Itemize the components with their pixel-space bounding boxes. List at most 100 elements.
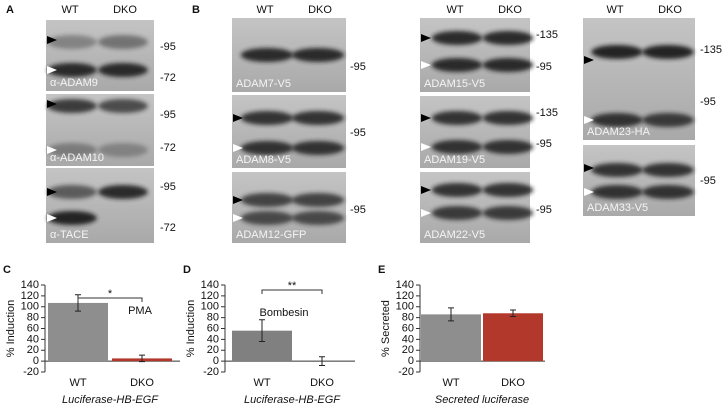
arrowhead: [47, 146, 57, 154]
blot: [46, 168, 154, 243]
mw-marker: -135: [536, 107, 558, 119]
band: [240, 211, 294, 225]
lane-header: DKO: [308, 4, 332, 16]
blot-label: α-TACE: [50, 229, 89, 241]
x-tick-label: WT: [69, 377, 86, 389]
band: [482, 206, 534, 220]
y-tick-label: 20: [207, 344, 219, 356]
lane-header: WT: [61, 4, 78, 16]
annotation: Bombesin: [260, 307, 309, 319]
significance-bracket: [77, 297, 143, 302]
band: [98, 143, 148, 157]
annotation: PMA: [128, 305, 153, 317]
band: [291, 111, 345, 125]
arrowhead: [233, 144, 243, 152]
y-axis-label: % Induction: [5, 300, 17, 357]
arrowhead: [421, 186, 431, 194]
y-tick-label: 40: [207, 333, 219, 345]
bar: [48, 302, 108, 362]
bar: [421, 314, 481, 362]
band: [47, 143, 97, 157]
y-tick-label: 0: [33, 355, 39, 367]
blot-label: α-ADAM10: [50, 152, 104, 164]
y-tick-label: 140: [21, 279, 39, 291]
mw-marker: -135: [700, 44, 722, 56]
blot: [420, 96, 530, 168]
band: [47, 63, 97, 77]
band: [591, 185, 643, 199]
band: [482, 58, 534, 72]
band: [431, 140, 483, 154]
blot-label: ADAM15-V5: [424, 78, 485, 90]
y-tick-label: 80: [402, 312, 414, 324]
lane-header: DKO: [658, 4, 682, 16]
error-bar: [139, 354, 145, 363]
x-axis-label: Secreted luciferase: [435, 394, 529, 406]
x-tick-label: DKO: [310, 377, 334, 389]
x-tick-label: DKO: [130, 377, 154, 389]
band: [291, 193, 345, 207]
lane-header: WT: [256, 4, 273, 16]
band: [240, 193, 294, 207]
band: [98, 63, 148, 77]
band: [591, 45, 643, 59]
y-tick-label: 60: [402, 322, 414, 334]
y-tick-label: 20: [27, 344, 39, 356]
arrowhead: [47, 188, 57, 196]
x-axis-label: Luciferase-HB-EGF: [62, 394, 159, 406]
band: [591, 163, 643, 177]
band: [240, 111, 294, 125]
blot-label: ADAM7-V5: [236, 78, 291, 90]
y-tick-label: 100: [396, 301, 414, 313]
band: [482, 31, 534, 45]
band: [431, 31, 483, 45]
band: [431, 183, 483, 197]
arrowhead: [421, 143, 431, 151]
blot-label: ADAM33-V5: [587, 202, 648, 214]
band: [47, 99, 97, 113]
significance-bracket: [261, 289, 323, 294]
mw-marker: -72: [160, 72, 176, 84]
mw-marker: -95: [536, 61, 552, 73]
blot-label: ADAM19-V5: [424, 154, 485, 166]
arrowhead: [47, 66, 57, 74]
y-axis-label: % Induction: [185, 300, 197, 357]
blot: [46, 20, 154, 91]
arrowhead: [421, 209, 431, 217]
y-tick-label: 20: [402, 344, 414, 356]
x-axis-label: Luciferase-HB-EGF: [244, 394, 341, 406]
x-tick-label: WT: [253, 377, 270, 389]
band: [482, 183, 534, 197]
band: [642, 45, 694, 59]
mw-marker: -95: [700, 96, 716, 108]
band: [431, 58, 483, 72]
arrowhead: [233, 196, 243, 204]
mw-marker: -95: [700, 175, 716, 187]
arrowhead: [47, 214, 57, 222]
mw-marker: -95: [350, 61, 366, 73]
y-tick-label: 40: [27, 333, 39, 345]
mw-marker: -135: [536, 29, 558, 41]
arrowhead: [233, 214, 243, 222]
y-tick-label: 0: [408, 355, 414, 367]
y-axis-label: % Secreted: [380, 300, 392, 357]
arrowhead: [421, 34, 431, 42]
band: [642, 113, 694, 127]
y-tick-label: 140: [201, 279, 219, 291]
arrowhead: [584, 56, 594, 64]
blot-label: ADAM8-V5: [236, 154, 291, 166]
arrowhead: [584, 188, 594, 196]
mw-marker: -95: [160, 109, 176, 121]
band: [291, 48, 345, 62]
mw-marker: -72: [160, 222, 176, 234]
mw-marker: -72: [160, 142, 176, 154]
band: [291, 211, 345, 225]
band: [291, 141, 345, 155]
lane-header: WT: [446, 4, 463, 16]
band: [240, 48, 294, 62]
y-tick-label: -20: [23, 366, 39, 378]
mw-marker: -95: [160, 181, 176, 193]
band: [591, 113, 643, 127]
arrowhead: [47, 100, 57, 108]
band: [642, 163, 694, 177]
